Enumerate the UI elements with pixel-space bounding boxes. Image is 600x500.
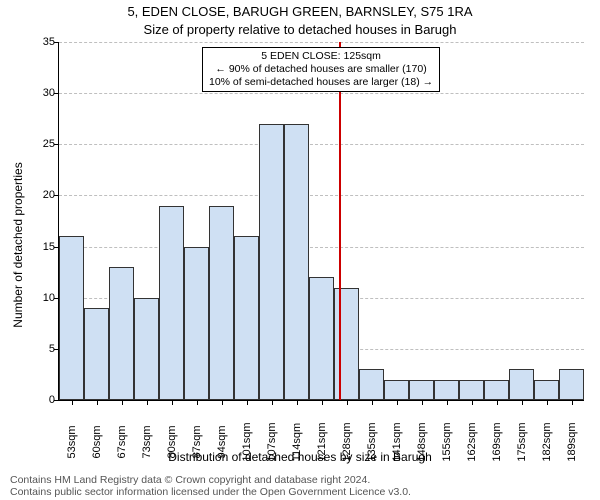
histogram-bar	[509, 369, 534, 400]
x-tick-label: 121sqm	[316, 422, 328, 462]
x-tick-mark	[372, 400, 373, 405]
x-tick-mark	[147, 400, 148, 405]
y-tick-mark	[54, 93, 59, 94]
y-tick-label: 30	[31, 87, 55, 99]
y-tick-mark	[54, 195, 59, 196]
x-tick-mark	[347, 400, 348, 405]
gridline	[59, 195, 584, 196]
x-tick-label: 189sqm	[566, 422, 578, 462]
x-tick-label: 169sqm	[491, 422, 503, 462]
x-tick-mark	[497, 400, 498, 405]
histogram-bar	[134, 298, 159, 400]
x-tick-mark	[97, 400, 98, 405]
histogram-bar	[434, 380, 459, 400]
x-tick-mark	[247, 400, 248, 405]
histogram-bar	[559, 369, 584, 400]
y-axis-label: Number of detached properties	[11, 115, 25, 375]
gridline	[59, 93, 584, 94]
y-tick-label: 5	[31, 343, 55, 355]
annotation-line: 5 EDEN CLOSE: 125sqm	[209, 50, 433, 63]
x-tick-mark	[397, 400, 398, 405]
x-tick-label: 175sqm	[516, 422, 528, 462]
x-tick-mark	[197, 400, 198, 405]
gridline	[59, 144, 584, 145]
x-tick-label: 182sqm	[541, 422, 553, 462]
x-tick-mark	[297, 400, 298, 405]
histogram-bar	[384, 380, 409, 400]
y-tick-label: 15	[31, 241, 55, 253]
histogram-bar	[359, 369, 384, 400]
x-tick-label: 155sqm	[441, 422, 453, 462]
x-tick-mark	[472, 400, 473, 405]
x-tick-label: 135sqm	[366, 422, 378, 462]
histogram-bar	[234, 236, 259, 400]
title-sub: Size of property relative to detached ho…	[0, 22, 600, 37]
histogram-bar	[484, 380, 509, 400]
y-tick-label: 0	[31, 394, 55, 406]
chart-plot-area: 0510152025303553sqm60sqm67sqm73sqm80sqm8…	[58, 42, 584, 401]
x-tick-label: 114sqm	[291, 422, 303, 462]
histogram-bar	[309, 277, 334, 400]
x-tick-label: 162sqm	[466, 422, 478, 462]
histogram-bar	[159, 206, 184, 400]
x-tick-label: 148sqm	[416, 422, 428, 462]
histogram-bar	[109, 267, 134, 400]
credits: Contains HM Land Registry data © Crown c…	[10, 474, 411, 498]
x-tick-mark	[572, 400, 573, 405]
gridline	[59, 247, 584, 248]
y-tick-mark	[54, 144, 59, 145]
histogram-bar	[259, 124, 284, 400]
histogram-bar	[84, 308, 109, 400]
histogram-bar	[409, 380, 434, 400]
histogram-bar	[184, 247, 209, 400]
annotation-line: ← 90% of detached houses are smaller (17…	[209, 63, 433, 76]
x-tick-label: 67sqm	[116, 422, 128, 462]
annotation-box: 5 EDEN CLOSE: 125sqm← 90% of detached ho…	[202, 47, 440, 92]
y-tick-label: 35	[31, 36, 55, 48]
x-tick-mark	[547, 400, 548, 405]
annotation-line: 10% of semi-detached houses are larger (…	[209, 76, 433, 89]
histogram-bar	[284, 124, 309, 400]
x-tick-mark	[172, 400, 173, 405]
x-tick-mark	[222, 400, 223, 405]
x-tick-mark	[122, 400, 123, 405]
x-tick-label: 94sqm	[216, 422, 228, 462]
x-tick-mark	[72, 400, 73, 405]
x-tick-label: 80sqm	[166, 422, 178, 462]
x-tick-mark	[447, 400, 448, 405]
x-tick-label: 128sqm	[341, 422, 353, 462]
title-main: 5, EDEN CLOSE, BARUGH GREEN, BARNSLEY, S…	[0, 4, 600, 19]
x-tick-label: 53sqm	[66, 422, 78, 462]
x-tick-mark	[422, 400, 423, 405]
y-tick-mark	[54, 400, 59, 401]
histogram-bar	[59, 236, 84, 400]
histogram-bar	[209, 206, 234, 400]
x-tick-mark	[322, 400, 323, 405]
gridline	[59, 42, 584, 43]
x-tick-label: 60sqm	[91, 422, 103, 462]
y-tick-mark	[54, 42, 59, 43]
credits-line-1: Contains HM Land Registry data © Crown c…	[10, 474, 411, 486]
y-tick-label: 10	[31, 292, 55, 304]
x-tick-label: 73sqm	[141, 422, 153, 462]
x-tick-mark	[272, 400, 273, 405]
histogram-bar	[459, 380, 484, 400]
histogram-bar	[334, 288, 359, 401]
reference-line	[339, 42, 341, 400]
x-tick-label: 141sqm	[391, 422, 403, 462]
y-tick-label: 20	[31, 189, 55, 201]
y-tick-label: 25	[31, 138, 55, 150]
credits-line-2: Contains public sector information licen…	[10, 486, 411, 498]
x-tick-mark	[522, 400, 523, 405]
x-tick-label: 107sqm	[266, 422, 278, 462]
histogram-bar	[534, 380, 559, 400]
x-tick-label: 87sqm	[191, 422, 203, 462]
x-tick-label: 101sqm	[241, 422, 253, 462]
